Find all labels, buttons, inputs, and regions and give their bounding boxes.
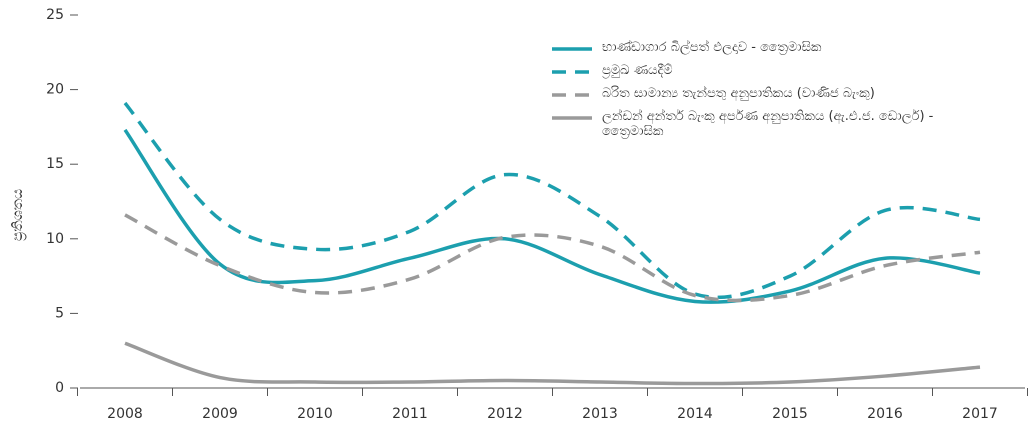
legend-item: භාණ්ඩාගාර බිල්පත් ඵලදාව - ත්‍රෛමාසික: [552, 40, 942, 55]
x-tick-label: 2016: [867, 406, 903, 422]
series-line: [124, 213, 981, 303]
legend: භාණ්ඩාගාර බිල්පත් ඵලදාව - ත්‍රෛමාසික ප්‍ර…: [552, 40, 942, 147]
legend-item: බරිත සාමාන්‍ය තැන්පතු අනුපාතිකය (වාණිජ බ…: [552, 86, 942, 101]
legend-label: භාණ්ඩාගාර බිල්පත් ඵලදාව - ත්‍රෛමාසික: [602, 40, 822, 55]
legend-swatch: [552, 70, 592, 74]
x-tick-label: 2014: [677, 406, 713, 422]
x-tick-label: 2011: [392, 406, 428, 422]
y-tick-label: 25: [46, 7, 64, 23]
x-tick-label: 2012: [487, 406, 523, 422]
y-tick-label: 20: [46, 82, 64, 98]
y-axis-label: ප්‍රතිශතය: [10, 189, 27, 241]
y-tick-label: 15: [46, 156, 64, 172]
series-line: [124, 341, 981, 386]
legend-label: බරිත සාමාන්‍ය තැන්පතු අනුපාතිකය (වාණිජ බ…: [602, 86, 875, 101]
legend-item: ප්‍රමුඛ ණයදීම්: [552, 63, 942, 78]
legend-label: ලන්ඩන් අන්තර් බැංකු අර්පණ අනුපාතිකය (ඇ.එ…: [602, 109, 934, 139]
y-tick-label: 5: [55, 305, 64, 321]
legend-item: ලන්ඩන් අන්තර් බැංකු අර්පණ අනුපාතිකය (ඇ.එ…: [552, 109, 942, 139]
y-tick-label: 10: [46, 231, 64, 247]
x-tick-label: 2015: [772, 406, 808, 422]
y-tick-label: 0: [55, 380, 64, 396]
legend-swatch: [552, 47, 592, 51]
legend-swatch: [552, 93, 592, 97]
series-line: [123, 128, 981, 304]
series-line: [123, 101, 981, 300]
x-tick-label: 2013: [582, 406, 618, 422]
x-tick-label: 2017: [962, 406, 998, 422]
x-tick-label: 2008: [107, 406, 143, 422]
x-tick-label: 2009: [202, 406, 238, 422]
x-tick-label: 2010: [297, 406, 333, 422]
legend-label: ප්‍රමුඛ ණයදීම්: [602, 63, 673, 78]
legend-swatch: [552, 116, 592, 120]
